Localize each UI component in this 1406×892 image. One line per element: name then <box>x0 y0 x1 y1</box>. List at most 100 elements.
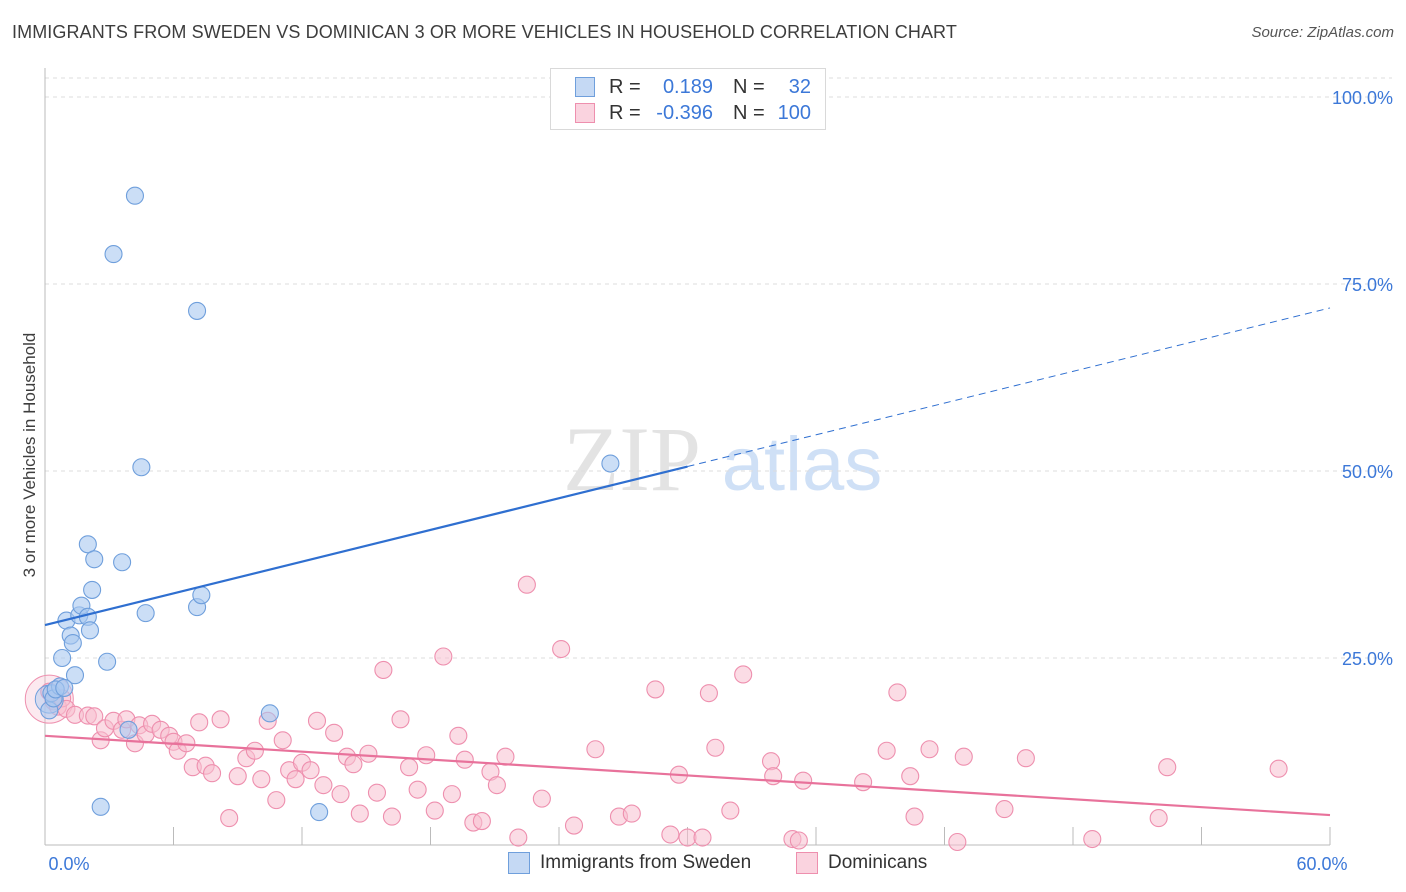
dominicans-point <box>1149 809 1168 828</box>
stats-legend: R = 0.189 N = 32 R = -0.396 N = 100 <box>550 68 826 130</box>
dominicans-point <box>487 776 506 795</box>
n-label: N = <box>733 75 765 98</box>
dominicans-swatch <box>575 103 595 123</box>
sweden-point <box>136 604 155 623</box>
sweden-points <box>34 186 620 822</box>
sweden-trend-line <box>44 465 688 627</box>
legend-label-sweden: Immigrants from Sweden <box>540 852 752 873</box>
dominicans-point <box>699 684 718 703</box>
dominicans-point <box>721 801 740 820</box>
dominicans-point <box>382 807 402 826</box>
legend-item-dominicans[interactable]: Dominicans <box>796 852 927 874</box>
dominicans-point <box>252 770 271 789</box>
y-tick-label: 25.0% <box>1342 649 1393 669</box>
sweden-point <box>192 586 211 605</box>
watermark-atlas: atlas <box>722 422 883 507</box>
dominicans-point <box>509 828 528 847</box>
n-value: 32 <box>788 75 811 98</box>
x-tick-label: 0.0% <box>48 854 89 874</box>
y-tick-label: 100.0% <box>1332 88 1393 108</box>
dominicans-point <box>307 711 327 730</box>
legend-item-sweden[interactable]: Immigrants from Sweden <box>508 852 751 874</box>
dominicans-point <box>854 773 873 792</box>
dominicans-point <box>245 741 264 760</box>
dominicans-point <box>888 683 907 702</box>
sweden-legend-swatch <box>508 852 530 874</box>
sweden-point <box>80 621 100 640</box>
dominicans-point <box>901 767 920 786</box>
dominicans-point <box>449 726 468 745</box>
dominicans-point <box>622 804 641 823</box>
n-label: N = <box>733 101 765 124</box>
dominicans-point <box>190 713 209 732</box>
x-tick-label: 60.0% <box>1296 854 1347 874</box>
dominicans-point <box>442 785 461 804</box>
dominicans-point <box>905 807 924 826</box>
watermark: ZIP atlas <box>563 408 882 510</box>
sweden-point <box>132 458 151 477</box>
dominicans-point <box>314 776 333 795</box>
tick-labels: 25.0% 50.0% 75.0% 100.0% 0.0% 60.0% <box>48 88 1393 874</box>
chart-source: Source: ZipAtlas.com <box>1251 24 1394 41</box>
dominicans-point <box>761 752 781 771</box>
dominicans-point <box>954 747 973 766</box>
sweden-point <box>83 580 102 599</box>
dominicans-trend-line <box>44 734 1331 817</box>
dominicans-point <box>228 767 247 786</box>
dominicans-point <box>586 740 605 759</box>
dominicans-point <box>417 746 436 765</box>
dominicans-point <box>85 707 104 726</box>
dominicans-point <box>301 761 320 780</box>
dominicans-point <box>325 723 344 742</box>
series-legend: Immigrants from Sweden Dominicans <box>0 852 1406 878</box>
dominicans-point <box>1269 759 1288 778</box>
dominicans-point <box>734 665 753 684</box>
dominicans-point <box>1016 749 1035 768</box>
dominicans-point <box>359 744 378 763</box>
legend-label-dominicans: Dominicans <box>828 852 928 873</box>
dominicans-point <box>331 785 350 804</box>
sweden-point <box>104 245 123 264</box>
sweden-point <box>85 550 104 569</box>
trend-lines <box>44 307 1331 817</box>
dominicans-point <box>367 783 387 802</box>
dominicans-point <box>273 731 292 750</box>
y-tick-label: 50.0% <box>1342 462 1393 482</box>
dominicans-point <box>455 750 474 769</box>
stats-legend-row-sweden: R = 0.189 N = 32 <box>575 75 811 99</box>
dominicans-legend-swatch <box>796 852 818 874</box>
sweden-point <box>78 535 97 554</box>
y-tick-label: 75.0% <box>1342 275 1393 295</box>
sweden-point <box>260 704 279 723</box>
dominicans-point <box>391 710 410 729</box>
dominicans-point <box>400 758 419 777</box>
n-value: 100 <box>777 101 811 124</box>
dominicans-point <box>1083 829 1102 849</box>
dominicans-point <box>995 800 1014 819</box>
sweden-point <box>601 454 620 473</box>
dominicans-point <box>374 660 393 680</box>
dominicans-point <box>661 825 680 844</box>
dominicans-point <box>564 816 584 835</box>
dominicans-point <box>1158 758 1177 777</box>
dominicans-point <box>434 647 453 666</box>
dominicans-point <box>211 710 230 729</box>
dominicans-point <box>948 832 967 852</box>
dominicans-point <box>532 789 551 808</box>
gridlines <box>45 77 1392 659</box>
dominicans-point <box>344 755 363 774</box>
sweden-point <box>119 720 138 739</box>
dominicans-point <box>517 575 536 594</box>
sweden-point <box>65 666 85 685</box>
dominicans-point <box>496 747 515 766</box>
sweden-point <box>188 301 207 320</box>
dominicans-point <box>425 801 444 820</box>
dominicans-point <box>350 804 369 823</box>
dominicans-point <box>286 770 305 789</box>
dominicans-point <box>789 831 808 850</box>
dominicans-points <box>24 575 1288 852</box>
r-value: -0.396 <box>656 101 713 124</box>
dominicans-point <box>693 828 712 847</box>
stats-legend-row-dominicans: R = -0.396 N = 100 <box>575 101 811 125</box>
